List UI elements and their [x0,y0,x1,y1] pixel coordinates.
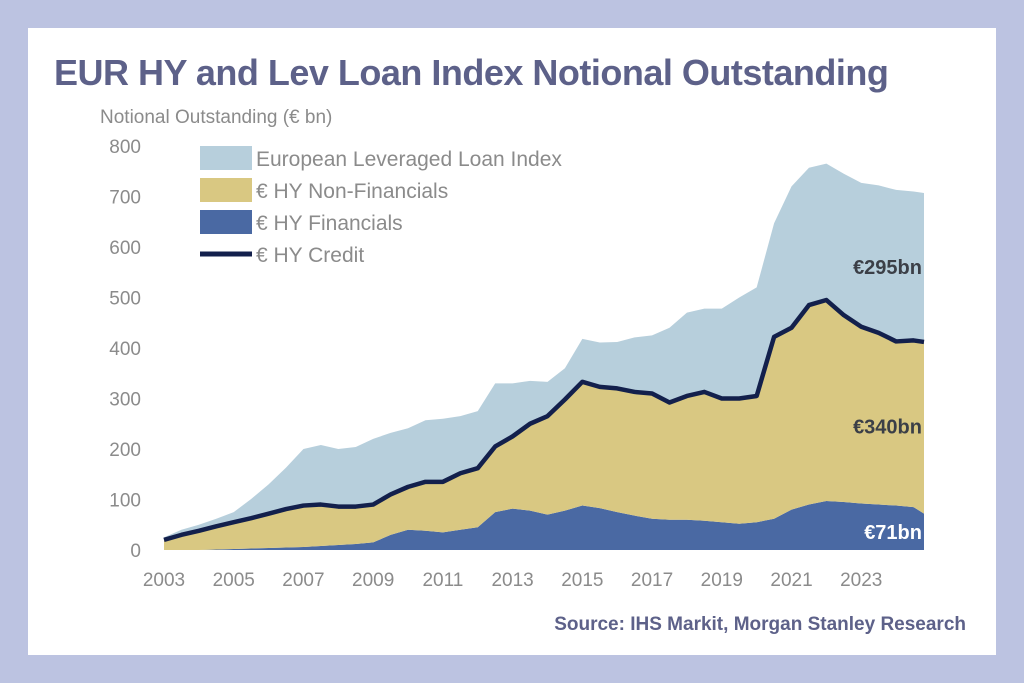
y-tick-label: 400 [109,339,141,360]
y-tick-label: 200 [109,440,141,461]
area-european-leveraged-loan-index [164,163,924,540]
x-tick-label: 2013 [491,570,533,591]
legend-label-european-leveraged-loan-index: European Leveraged Loan Index [256,148,562,171]
x-ticks: 2003 2005 2007 2009 2011 2013 2015 2017 2019 2021… [143,570,883,591]
y-tick-label: 300 [109,390,141,411]
annotation-eur-hy-non-financials: €340bn [853,416,922,438]
legend-label-eur-hy-financials: € HY Financials [256,212,403,235]
y-tick-label: 800 [109,137,141,158]
legend-label-eur-hy-non-financials: € HY Non-Financials [256,180,448,203]
legend-swatch-eur-hy-financials [200,210,252,234]
annotation-european-leveraged-loan-index: €295bn [853,257,922,279]
x-tick-label: 2023 [840,570,882,591]
x-tick-label: 2017 [631,570,673,591]
legend-swatch-eur-hy-non-financials [200,178,252,202]
y-tick-label: 600 [109,238,141,259]
chart-areas [163,163,925,550]
source-note: Source: IHS Markit, Morgan Stanley Resea… [554,614,966,635]
chart-annotations: €295bn €340bn €71bn [853,257,922,544]
y-tick-label: 100 [109,491,141,512]
y-tick-label: 0 [130,541,141,562]
x-tick-label: 2015 [561,570,603,591]
x-tick-label: 2019 [701,570,743,591]
y-ticks: 0 100 200 300 400 500 600 700 800 [109,137,141,562]
area-eur-hy-financials [164,501,924,550]
line-eur-hy-credit [163,297,925,543]
area-eur-hy-non-financials [164,300,924,550]
chart-legend: European Leveraged Loan Index € HY Non-Fi… [200,146,562,267]
x-tick-label: 2011 [422,570,463,591]
y-tick-label: 500 [109,289,141,310]
y-axis-label: Notional Outstanding (€ bn) [100,107,332,128]
x-tick-label: 2021 [770,570,812,591]
chart-title: EUR HY and Lev Loan Index Notional Outst… [54,52,889,93]
x-tick-label: 2003 [143,570,185,591]
y-tick-label: 700 [109,188,141,209]
legend-label-eur-hy-credit: € HY Credit [256,244,364,267]
x-tick-label: 2007 [282,570,324,591]
annotation-eur-hy-financials: €71bn [864,522,922,544]
x-tick-label: 2009 [352,570,394,591]
legend-swatch-european-leveraged-loan-index [200,146,252,170]
x-tick-label: 2005 [213,570,255,591]
